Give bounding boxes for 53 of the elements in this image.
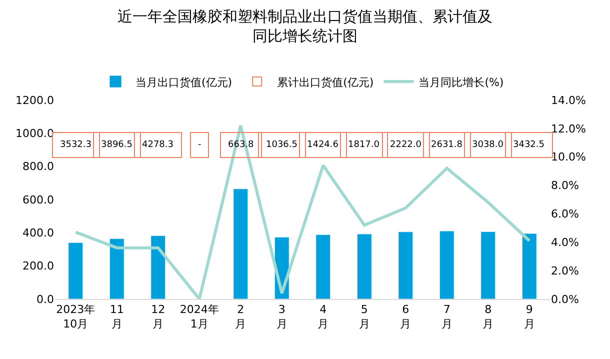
x-tick-label: 2023年 10月: [56, 303, 96, 330]
bar: [439, 230, 454, 299]
bar: [480, 231, 496, 299]
annotation: 2222.0: [390, 140, 422, 150]
annotation: 3896.5: [101, 140, 132, 150]
y2-tick-label: 14.0%: [551, 94, 586, 107]
y2-tick-label: 4.0%: [551, 236, 579, 249]
x-tick-label: 7 月: [441, 303, 452, 330]
annotation: 663.8: [228, 140, 254, 150]
x-tick-label: 11 月: [110, 303, 124, 330]
chart-title: 近一年全国橡胶和塑料制品业出口货值当期值、累计值及同比增长统计图: [118, 8, 492, 46]
bar: [522, 233, 537, 299]
x-tick-label: 9 月: [524, 303, 535, 330]
bar: [316, 234, 331, 299]
legend-label: 当月出口货值(亿元): [136, 76, 232, 89]
bar: [109, 238, 124, 299]
y-tick-label: 0.0: [36, 292, 54, 306]
y-tick-label: 200.0: [22, 260, 54, 273]
annotation: 4278.3: [142, 140, 174, 150]
annotation: -: [198, 140, 202, 150]
legend-label: 累计出口货值(亿元): [277, 76, 374, 89]
x-tick-label: 4 月: [318, 303, 329, 330]
y-tick-label: 800.0: [22, 160, 54, 174]
y2-tick-label: 10.0%: [551, 150, 586, 164]
x-tick-label: 5 月: [358, 303, 370, 330]
y2-tick-label: 12.0%: [551, 122, 586, 136]
legend-label: 当月同比增长(%): [418, 76, 504, 89]
bar: [233, 188, 248, 299]
annotation: 1424.6: [307, 140, 339, 150]
bar: [356, 234, 372, 299]
y2-tick-label: 6.0%: [551, 208, 579, 221]
annotation: 3532.3: [60, 140, 92, 150]
x-tick-label: 8 月: [482, 303, 494, 330]
x-tick-label: 3 月: [276, 303, 288, 330]
annotation: 3432.5: [513, 140, 544, 150]
y-tick-label: 400.0: [22, 226, 54, 240]
x-tick-label: 6 月: [400, 303, 412, 330]
annotation: 1817.0: [348, 140, 380, 150]
x-tick-label: 2 月: [235, 303, 246, 330]
y2-tick-label: 8.0%: [551, 179, 579, 192]
y-tick-label: 1200.0: [16, 94, 54, 107]
annotation: 2631.8: [431, 140, 463, 150]
annotation: 3038.0: [472, 140, 504, 150]
y-tick-label: 1000.0: [16, 127, 54, 140]
x-tick-label: 12 月: [151, 303, 166, 330]
y2-tick-label: 0.0%: [551, 292, 579, 306]
annotation: 1036.5: [266, 140, 298, 150]
x-tick-label: 2024年 1月: [180, 303, 219, 330]
y2-tick-label: 2.0%: [551, 264, 579, 278]
y-tick-label: 600.0: [22, 193, 54, 206]
bar: [150, 235, 166, 299]
bar: [398, 232, 414, 299]
bar: [68, 242, 84, 299]
